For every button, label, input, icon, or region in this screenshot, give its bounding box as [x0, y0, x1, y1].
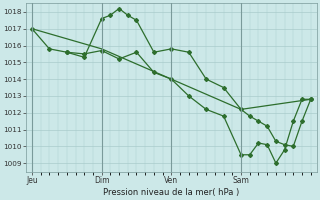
- X-axis label: Pression niveau de la mer( hPa ): Pression niveau de la mer( hPa ): [103, 188, 239, 197]
